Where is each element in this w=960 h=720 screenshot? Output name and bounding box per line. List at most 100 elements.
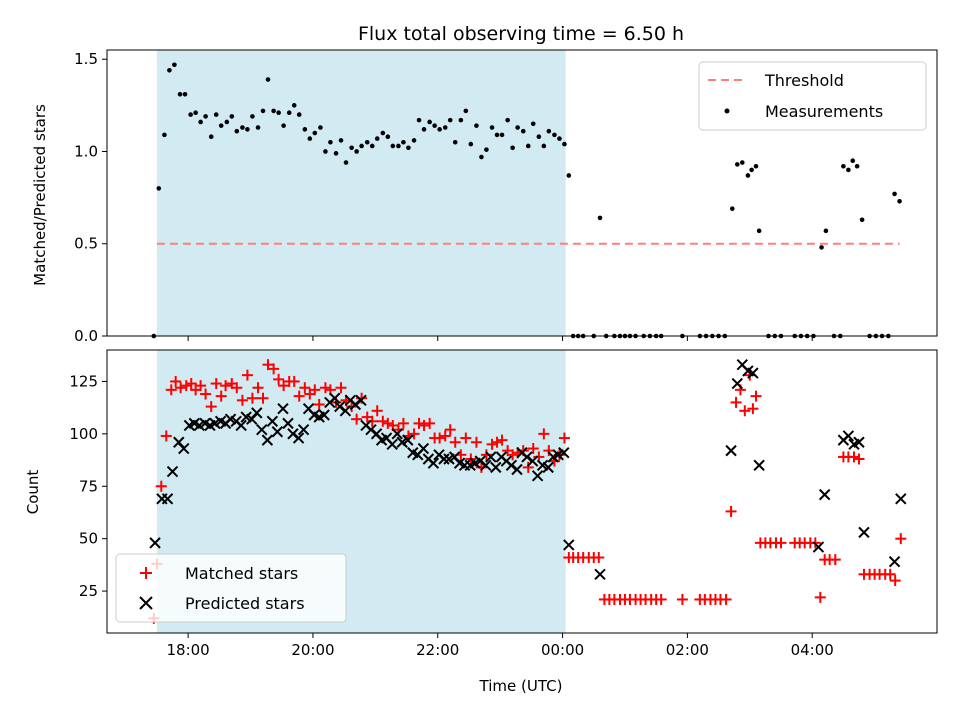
top-y-tick-label: 0.0 — [74, 327, 98, 345]
bottom-legend: Matched stars Predicted stars — [115, 553, 347, 623]
matched-star-marker — [200, 388, 212, 400]
measurement-point — [380, 130, 386, 136]
measurement-point — [385, 134, 391, 140]
predicted-star-marker — [895, 493, 907, 505]
measurement-point — [193, 110, 198, 116]
measurement-point — [162, 132, 167, 138]
predicted-star-marker-b — [742, 365, 754, 377]
measurement-point — [546, 128, 552, 134]
matched-star-marker — [730, 396, 742, 408]
predicted-star-marker — [256, 423, 268, 436]
predicted-star-marker-b — [329, 392, 341, 404]
measurement-point — [401, 139, 406, 145]
matched-star-marker — [351, 413, 363, 425]
matched-star-marker — [241, 369, 253, 381]
measurement-point — [566, 173, 572, 178]
measurement-point — [281, 123, 286, 128]
legend-measurements-swatch — [724, 108, 730, 114]
measurement-point — [897, 199, 902, 204]
predicted-star-marker — [402, 434, 414, 446]
predicted-stars-points — [149, 358, 907, 581]
measurement-point — [296, 112, 302, 117]
measurement-point — [536, 134, 542, 140]
predicted-star-marker — [725, 444, 737, 457]
matched-star-marker — [538, 428, 550, 440]
legend-matched-swatch — [140, 567, 152, 579]
matched-star-marker — [236, 394, 248, 406]
predicted-star-marker-b — [149, 537, 161, 549]
matched-star-marker — [444, 424, 456, 436]
measurement-point — [349, 145, 354, 151]
measurement-point — [343, 160, 349, 165]
predicted-star-marker-b — [558, 447, 570, 459]
matched-star-marker — [246, 392, 258, 404]
measurement-point — [505, 117, 510, 123]
top-legend-box — [698, 61, 927, 131]
measurement-point — [255, 125, 261, 130]
predicted-star-marker — [753, 459, 765, 472]
matched-star-marker — [413, 417, 425, 429]
top-y-tick-label: 1.5 — [74, 50, 98, 68]
matched-star-marker — [418, 419, 430, 431]
predicted-star-marker — [355, 394, 367, 407]
top-y-ticks: 0.0 0.5 1.0 1.5 — [74, 50, 107, 345]
predicted-star-marker-b — [297, 423, 310, 436]
predicted-star-marker-b — [277, 402, 289, 415]
measurement-point — [224, 119, 230, 125]
predicted-star-marker — [277, 402, 289, 415]
measurement-point — [188, 112, 193, 117]
predicted-star-marker-b — [178, 442, 190, 455]
top-y-tick-label: 1.0 — [74, 142, 98, 160]
predicted-star-marker-b — [511, 463, 523, 476]
predicted-star-marker — [266, 415, 279, 427]
predicted-star-marker — [329, 392, 341, 404]
predicted-star-marker — [594, 568, 606, 581]
predicted-star-marker — [812, 541, 825, 553]
matched-star-marker — [558, 432, 570, 444]
matched-star-marker — [268, 363, 280, 375]
matched-star-marker — [486, 438, 498, 450]
measurement-point — [530, 121, 536, 127]
predicted-star-marker — [842, 430, 855, 442]
predicted-star-marker — [149, 537, 161, 549]
bottom-y-axis-label: Count — [24, 470, 42, 515]
measurement-point — [515, 125, 520, 130]
predicted-star-marker — [349, 398, 362, 411]
predicted-star-marker-b — [594, 568, 606, 581]
predicted-star-marker — [505, 459, 518, 472]
x-tick-label: 02:00 — [666, 641, 709, 659]
predicted-star-marker-b — [365, 423, 377, 436]
matched-star-marker — [527, 443, 539, 455]
predicted-star-marker — [166, 465, 179, 478]
predicted-star-marker-b — [474, 455, 486, 467]
measurement-point — [229, 114, 235, 119]
matched-star-marker — [175, 382, 187, 394]
measurement-point — [739, 160, 745, 165]
measurement-point — [753, 163, 759, 169]
measurement-point — [240, 125, 245, 130]
measurement-point — [271, 108, 276, 114]
matched-star-marker — [252, 382, 264, 394]
predicted-star-marker-b — [339, 405, 352, 417]
predicted-star-marker — [261, 434, 274, 446]
x-tick-label: 20:00 — [291, 641, 334, 659]
measurement-point — [819, 245, 824, 250]
measurement-point — [520, 128, 526, 134]
measurement-point — [208, 134, 214, 140]
matched-star-marker — [165, 384, 177, 396]
matched-star-marker — [335, 382, 347, 394]
matched-star-marker — [424, 417, 436, 429]
x-tick-label: 18:00 — [167, 641, 210, 659]
predicted-star-marker — [747, 367, 759, 379]
matched-star-marker — [180, 380, 192, 392]
matched-star-marker — [210, 378, 222, 390]
measurement-point — [745, 173, 751, 178]
predicted-star-marker-b — [355, 394, 367, 407]
predicted-star-marker-b — [407, 447, 419, 459]
measurement-point — [474, 123, 479, 128]
top-legend: Threshold Measurements — [698, 61, 927, 131]
predicted-star-marker-b — [199, 417, 211, 430]
matched-star-marker — [377, 415, 389, 427]
predicted-star-marker — [490, 461, 502, 474]
measurement-point — [203, 114, 208, 119]
